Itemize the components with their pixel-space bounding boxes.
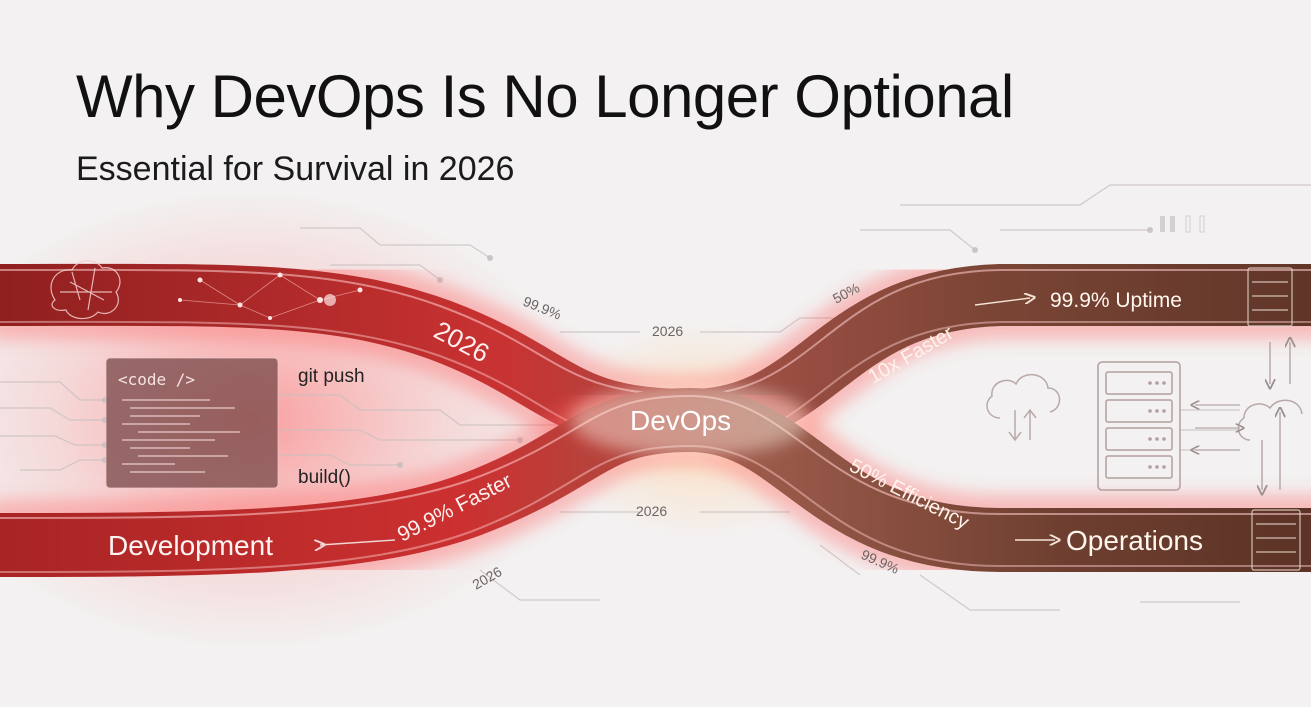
server-rack-icon	[1247, 267, 1293, 327]
page-title: Why DevOps Is No Longer Optional	[76, 63, 1014, 130]
brain-icon	[50, 260, 121, 320]
code-tag-label: <code />	[118, 370, 195, 389]
cloud-sync-icon	[1237, 342, 1303, 490]
code-panel: <code />	[105, 357, 279, 489]
build-label: build()	[298, 467, 351, 488]
uptime-stat: 99.9% Uptime	[1050, 289, 1182, 312]
circuit-lines	[0, 184, 1311, 611]
floating-year-mid: 2026	[636, 503, 667, 519]
git-push-label: git push	[298, 366, 365, 387]
development-label: Development	[108, 530, 273, 561]
devops-label: DevOps	[630, 405, 731, 436]
cloud-upload-download-icon	[986, 374, 1061, 442]
page-subtitle: Essential for Survival in 2026	[76, 150, 515, 188]
server-rack-icon	[1251, 509, 1301, 571]
server-rack-icon	[1097, 361, 1181, 491]
operations-label: Operations	[1066, 525, 1203, 556]
floating-year-top-mid: 2026	[652, 323, 683, 339]
pause-icon	[1160, 215, 1205, 233]
